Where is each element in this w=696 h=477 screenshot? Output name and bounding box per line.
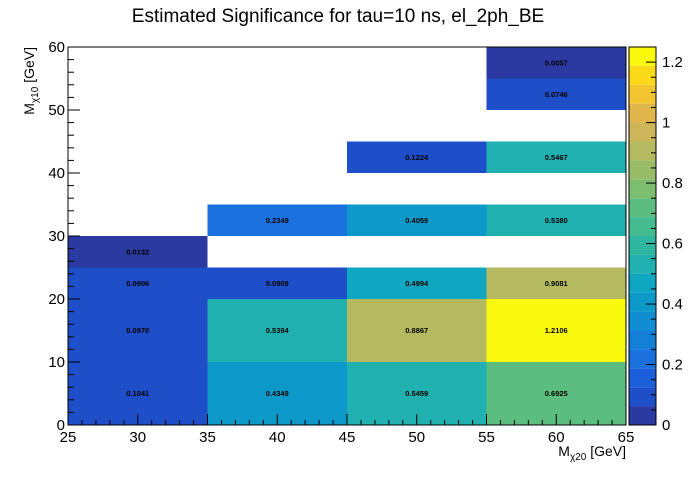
x-tick-label: 35 (199, 429, 216, 446)
color-scale-frame (628, 46, 657, 426)
color-scale-swatch (629, 160, 656, 180)
heatmap-cell (486, 299, 626, 362)
y-axis-title: Mχ10 [GeV] (21, 47, 41, 115)
y-axis-title-sub: χ10 (30, 86, 41, 103)
cell-value-label: 0.5459 (405, 389, 428, 398)
color-scale-swatch (629, 179, 656, 199)
heatmap-cell-labels: 0.1041 0.0970 0.0906 0.0132 0.4349 0.5394 0.09… (126, 58, 567, 398)
x-axis-title-main: M (558, 443, 570, 459)
x-tick-label: 55 (478, 429, 495, 446)
cell-value-label: 0.8867 (405, 326, 428, 335)
x-tick-label: 50 (408, 429, 425, 446)
color-scale-ticks: 0 0.2 0.4 0.6 0.8 1 1.2 (646, 46, 683, 434)
heatmap-cell (207, 299, 347, 362)
y-tick-label: 60 (48, 39, 65, 56)
cell-value-label: 0.0132 (126, 247, 149, 256)
color-scale-swatch (629, 47, 656, 66)
color-scale-swatch (629, 292, 656, 312)
y-tick-label: 0 (57, 417, 65, 434)
y-tick-label: 40 (48, 165, 65, 182)
cell-value-label: 0.5394 (266, 326, 290, 335)
cell-value-label: 0.2349 (266, 216, 289, 225)
x-tick-label: 65 (618, 429, 635, 446)
heatmap-cell (347, 267, 487, 299)
color-scale-swatch (629, 198, 656, 218)
heatmap-cell (68, 299, 208, 362)
color-scale-bar (628, 46, 657, 426)
heatmap-cell (68, 267, 208, 299)
heatmap-cell (486, 47, 626, 79)
color-scale-tick-label: 0.4 (662, 296, 683, 313)
color-scale-swatch (629, 349, 656, 369)
color-scale-swatch (629, 406, 656, 425)
cell-value-label: 0.4994 (405, 279, 429, 288)
cell-value-label: 0.4059 (405, 216, 428, 225)
color-scale-swatch (629, 217, 656, 236)
color-scale-swatch (629, 84, 656, 104)
heatmap-cell (486, 141, 626, 173)
heatmap-cell (347, 204, 487, 236)
x-tick-label: 30 (129, 429, 146, 446)
color-scale-swatch (629, 368, 656, 388)
x-axis-title: Mχ20 [GeV] (558, 443, 626, 463)
color-scale-swatch (629, 387, 656, 407)
color-scale-tick-label: 0 (662, 417, 670, 434)
cell-value-label: 0.5467 (545, 153, 568, 162)
color-scale-tick-label: 0.8 (662, 175, 683, 192)
cell-value-label: 0.0057 (545, 58, 568, 67)
heatmap-cell (347, 141, 487, 173)
x-tick-label: 40 (269, 429, 286, 446)
cell-value-label: 0.0909 (266, 279, 289, 288)
cell-value-label: 0.0746 (545, 90, 568, 99)
y-axis-title-main: M (21, 103, 37, 115)
heatmap-cell (347, 299, 487, 362)
y-tick-label: 50 (48, 102, 65, 119)
cell-value-label: 0.0970 (126, 326, 149, 335)
color-scale-tick-label: 1 (662, 115, 670, 132)
y-axis-ticks: 0 10 20 30 40 50 60 (48, 39, 80, 434)
x-tick-label: 60 (548, 429, 565, 446)
cell-value-label: 0.6925 (545, 389, 568, 398)
y-tick-label: 30 (48, 228, 65, 245)
color-scale-tick-label: 0.6 (662, 236, 683, 253)
color-scale-swatch (629, 122, 656, 142)
x-tick-label: 45 (339, 429, 356, 446)
color-scale-tick-label: 0.2 (662, 357, 683, 374)
cell-value-label: 0.1041 (126, 389, 149, 398)
heatmap-cell (486, 267, 626, 299)
cell-value-label: 0.9081 (545, 279, 568, 288)
color-scale-swatch (629, 330, 656, 350)
heatmap-cell (486, 78, 626, 110)
cell-value-label: 0.0906 (126, 279, 149, 288)
y-axis-title-unit: [GeV] (21, 47, 37, 87)
color-scale-swatch (629, 236, 656, 255)
x-axis-title-sub: χ20 (570, 452, 587, 463)
y-tick-label: 10 (48, 354, 65, 371)
x-axis-title-unit: [GeV] (586, 443, 626, 459)
color-scale-swatch (629, 103, 656, 123)
heatmap-cells (68, 47, 626, 425)
x-axis-ticks: 25 30 35 40 45 50 55 60 65 (60, 414, 635, 446)
cell-value-label: 0.5380 (545, 216, 568, 225)
color-scale-swatch (629, 311, 656, 331)
cell-value-label: 0.1224 (405, 153, 429, 162)
cell-value-label: 1.2106 (545, 326, 568, 335)
cell-value-label: 0.4349 (266, 389, 289, 398)
color-scale-swatch (629, 254, 656, 274)
heatmap-cell (486, 204, 626, 236)
color-scale-swatch (629, 273, 656, 293)
y-tick-label: 20 (48, 291, 65, 308)
chart-title: Estimated Significance for tau=10 ns, el… (132, 6, 544, 27)
heatmap-cell (207, 267, 347, 299)
color-scale-tick-label: 1.2 (662, 54, 683, 71)
color-scale-swatch (629, 141, 656, 161)
color-scale-swatch (629, 65, 656, 85)
x-tick-label: 25 (60, 429, 77, 446)
heatmap-cell (68, 236, 208, 268)
heatmap-cell (207, 204, 347, 236)
